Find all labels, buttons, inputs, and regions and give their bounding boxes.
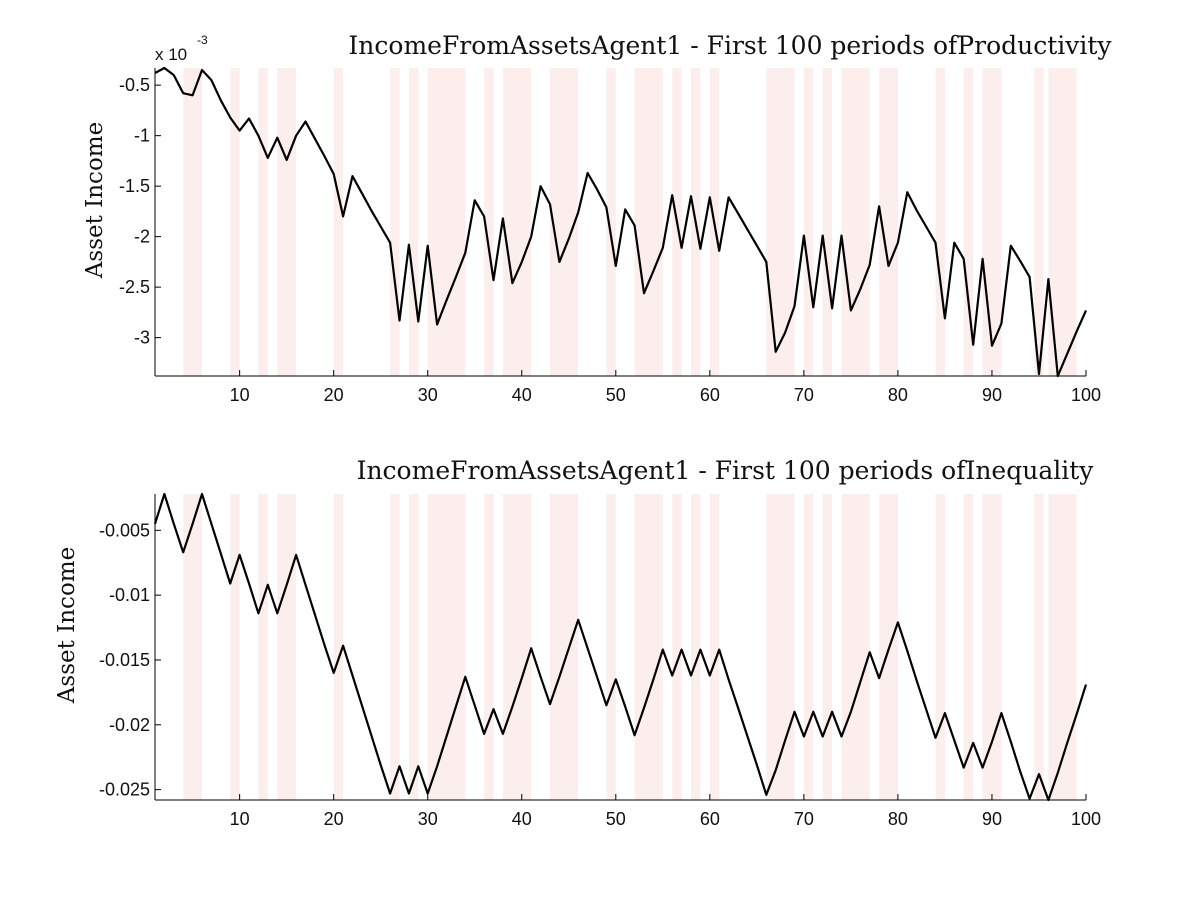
productivity-shaded-period-10 xyxy=(549,68,579,376)
productivity-x-tick-label-5: 60 xyxy=(700,385,720,405)
inequality-shaded-period-9 xyxy=(502,494,532,800)
productivity-x-tick-label-2: 30 xyxy=(418,385,438,405)
inequality-shaded-period-25 xyxy=(1048,494,1077,800)
productivity-x-tick-label-9: 100 xyxy=(1071,385,1101,405)
productivity-shaded-period-11 xyxy=(606,68,616,376)
productivity-shaded-period-3 xyxy=(277,68,297,376)
productivity-x-tick-label-8: 90 xyxy=(982,385,1002,405)
inequality-shaded-period-19 xyxy=(841,494,870,800)
inequality-x-tick-label-2: 30 xyxy=(418,809,438,829)
productivity-shaded-period-4 xyxy=(333,68,344,376)
inequality-shaded-period-24 xyxy=(1034,494,1044,800)
productivity-x-tick-label-7: 80 xyxy=(888,385,908,405)
inequality-shaded-period-13 xyxy=(672,494,682,800)
inequality-y-tick-label-2: -0.015 xyxy=(99,650,150,670)
inequality-x-tick-label-1: 20 xyxy=(324,809,344,829)
inequality-y-tick-label-1: -0.01 xyxy=(109,585,150,605)
productivity-chart-title: IncomeFromAssetsAgent1 - First 100 perio… xyxy=(348,31,1112,60)
productivity-y-tick-label-0: -0.5 xyxy=(119,75,150,95)
productivity-x-ticks: 10 20 30 40 50 60 70 80 90 100 xyxy=(230,370,1101,405)
productivity-y-exponent-base: x 10 xyxy=(155,45,187,64)
inequality-series-line xyxy=(153,492,1088,802)
inequality-y-tick-label-0: -0.005 xyxy=(99,520,150,540)
productivity-shaded-period-19 xyxy=(841,68,870,376)
productivity-shaded-period-12 xyxy=(634,68,663,376)
productivity-shaded-period-21 xyxy=(935,68,945,376)
inequality-y-ticks: -0.005 -0.01 -0.015 -0.02 -0.025 xyxy=(99,520,161,800)
productivity-y-tick-label-2: -1.5 xyxy=(119,176,150,196)
productivity-shaded-period-20 xyxy=(879,68,898,376)
inequality-shaded-periods xyxy=(183,494,1077,800)
inequality-shaded-period-22 xyxy=(963,494,974,800)
inequality-x-tick-label-8: 90 xyxy=(982,809,1002,829)
productivity-y-tick-label-3: -2 xyxy=(134,227,150,247)
inequality-shaded-period-8 xyxy=(484,494,494,800)
productivity-y-tick-label-4: -2.5 xyxy=(119,277,150,297)
inequality-x-tick-label-0: 10 xyxy=(230,809,250,829)
productivity-shaded-period-18 xyxy=(822,68,833,376)
inequality-shaded-period-21 xyxy=(935,494,945,800)
inequality-shaded-period-12 xyxy=(634,494,663,800)
inequality-shaded-period-14 xyxy=(691,494,701,800)
productivity-shaded-period-16 xyxy=(766,68,795,376)
productivity-y-ticks: -0.5 -1 -1.5 -2 -2.5 -3 xyxy=(119,75,161,348)
productivity-shaded-period-8 xyxy=(484,68,494,376)
inequality-shaded-period-23 xyxy=(982,494,1002,800)
productivity-shaded-period-0 xyxy=(183,68,203,376)
inequality-shaded-period-10 xyxy=(549,494,579,800)
inequality-shaded-period-15 xyxy=(709,494,720,800)
inequality-shaded-period-1 xyxy=(230,494,240,800)
inequality-chart-title: IncomeFromAssetsAgent1 - First 100 perio… xyxy=(357,456,1095,485)
productivity-x-tick-label-3: 40 xyxy=(512,385,532,405)
productivity-shaded-period-2 xyxy=(258,68,268,376)
productivity-shaded-period-5 xyxy=(390,68,400,376)
productivity-x-tick-label-1: 20 xyxy=(324,385,344,405)
inequality-y-tick-label-3: -0.02 xyxy=(109,715,150,735)
productivity-y-tick-label-5: -3 xyxy=(134,328,150,348)
productivity-series-line xyxy=(154,66,1088,378)
inequality-shaded-period-4 xyxy=(333,494,344,800)
productivity-shaded-period-1 xyxy=(230,68,240,376)
productivity-y-exponent-power: -3 xyxy=(197,33,208,47)
inequality-shaded-period-7 xyxy=(427,494,466,800)
inequality-shaded-period-11 xyxy=(606,494,616,800)
productivity-shaded-period-17 xyxy=(803,68,814,376)
inequality-x-tick-label-9: 100 xyxy=(1071,809,1101,829)
inequality-shaded-period-2 xyxy=(258,494,268,800)
inequality-shaded-period-3 xyxy=(277,494,297,800)
productivity-chart: 10 20 30 40 50 60 70 80 90 100 -0.5 -1 -1.5 -2 -2.5 -3… xyxy=(82,31,1112,405)
inequality-axes xyxy=(154,494,1086,801)
inequality-x-tick-label-7: 80 xyxy=(888,809,908,829)
inequality-shaded-period-16 xyxy=(766,494,795,800)
inequality-x-tick-label-3: 40 xyxy=(512,809,532,829)
inequality-shaded-period-17 xyxy=(803,494,814,800)
inequality-x-tick-label-6: 70 xyxy=(794,809,814,829)
productivity-shaded-period-24 xyxy=(1034,68,1044,376)
productivity-x-tick-label-0: 10 xyxy=(230,385,250,405)
productivity-x-tick-label-4: 50 xyxy=(606,385,626,405)
inequality-chart: 10 20 30 40 50 60 70 80 90 100 -0.005-0.01-0.015-… xyxy=(54,456,1101,829)
productivity-y-axis-label: Asset Income xyxy=(82,122,108,279)
productivity-shaded-period-9 xyxy=(502,68,532,376)
inequality-x-ticks: 10 20 30 40 50 60 70 80 90 100 xyxy=(230,794,1101,829)
inequality-x-tick-label-5: 60 xyxy=(700,809,720,829)
inequality-shaded-period-5 xyxy=(390,494,400,800)
productivity-shaded-period-6 xyxy=(408,68,419,376)
productivity-shaded-period-7 xyxy=(427,68,466,376)
inequality-y-tick-label-4: -0.025 xyxy=(99,780,150,800)
productivity-y-tick-label-1: -1 xyxy=(134,126,150,146)
productivity-x-tick-label-6: 70 xyxy=(794,385,814,405)
inequality-shaded-period-0 xyxy=(183,494,203,800)
productivity-shaded-period-22 xyxy=(963,68,974,376)
inequality-shaded-period-18 xyxy=(822,494,833,800)
productivity-axes xyxy=(154,68,1086,377)
inequality-y-axis-label: Asset Income xyxy=(54,547,80,704)
inequality-x-tick-label-4: 50 xyxy=(606,809,626,829)
inequality-shaded-period-6 xyxy=(408,494,419,800)
